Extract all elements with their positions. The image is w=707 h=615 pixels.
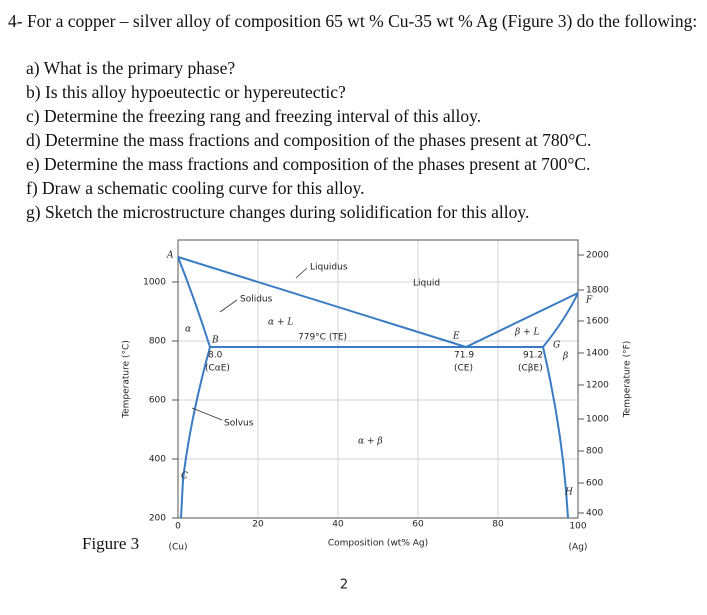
x-tick-label: 40	[332, 520, 344, 530]
x-tick-label: 0	[175, 522, 181, 532]
y-axis-label: Temperature (°C)	[122, 340, 132, 419]
region-label: Solidus	[240, 295, 273, 305]
x-end-label: (Ag)	[569, 543, 588, 553]
region-label: β + L	[514, 328, 539, 338]
point-label: A	[166, 251, 174, 261]
question-item: f) Draw a schematic cooling curve for th…	[26, 178, 365, 198]
point-label: E	[452, 332, 460, 342]
region-label: β	[562, 352, 568, 362]
composition-label: 91.2	[523, 351, 543, 361]
phase-boundaries	[177, 256, 579, 519]
y-tick-label: 1000	[143, 278, 166, 288]
y-tick-label: 400	[149, 455, 166, 465]
point-label: F	[585, 296, 593, 306]
x-end-label: (Cu)	[168, 543, 187, 553]
question-item: c) Determine the freezing rang and freez…	[26, 106, 482, 126]
region-label: α + L	[268, 318, 293, 328]
y2-tick-label: 600	[586, 479, 603, 489]
y2-tick-label: 1400	[586, 349, 609, 359]
plot-frame	[177, 239, 579, 519]
region-label: Liquidus	[310, 263, 348, 273]
region-label: α	[185, 325, 191, 335]
y2-tick-label: 400	[586, 509, 603, 519]
region-label: Liquid	[413, 279, 440, 289]
y2-tick-label: 2000	[586, 251, 609, 261]
question-item: a) What is the primary phase?	[26, 58, 236, 78]
x-tick-label: 60	[412, 520, 424, 530]
y2-tick-label: 1000	[586, 415, 609, 425]
question-item: b) Is this alloy hypoeutectic or hypereu…	[26, 82, 346, 102]
point-label: B	[211, 336, 219, 346]
y-tick-label: 200	[149, 514, 166, 524]
question-item: d) Determine the mass fractions and comp…	[26, 130, 592, 150]
composition-label: (CαE)	[205, 364, 230, 374]
annotation-arrows	[191, 267, 308, 421]
y-tick-label: 800	[149, 337, 166, 347]
y2-tick-label: 1600	[586, 317, 609, 327]
figure-caption: Figure 3	[82, 534, 139, 553]
composition-label: (CβE)	[518, 364, 543, 374]
y2-axis-label: Temperature (°F)	[623, 341, 633, 419]
region-label: Solvus	[224, 419, 254, 429]
point-label: H	[564, 488, 573, 498]
region-label: α + β	[358, 437, 383, 447]
question-item: e) Determine the mass fractions and comp…	[26, 154, 591, 174]
point-label: C	[181, 472, 188, 482]
point-label: G	[553, 341, 560, 351]
y-tick-label: 600	[149, 396, 166, 406]
composition-label: (CE)	[454, 364, 473, 374]
y2-tick-label: 1200	[586, 381, 609, 391]
question-item: g) Sketch the microstructure changes dur…	[26, 202, 530, 222]
composition-label: 71.9	[454, 351, 474, 361]
x-axis-label: Composition (wt% Ag)	[328, 539, 428, 549]
x-tick-label: 100	[569, 522, 586, 532]
page-number: 2	[340, 578, 348, 593]
composition-label: 8.0	[208, 351, 223, 361]
y2-tick-label: 800	[586, 447, 603, 457]
axis-ticks	[172, 254, 584, 519]
question-intro: 4- For a copper – silver alloy of compos…	[8, 11, 698, 31]
grid	[178, 240, 578, 518]
eutectic-label: 779°C (TE)	[298, 333, 347, 343]
x-tick-label: 80	[492, 520, 504, 530]
y2-tick-label: 1800	[586, 286, 609, 296]
x-tick-label: 20	[252, 520, 264, 530]
